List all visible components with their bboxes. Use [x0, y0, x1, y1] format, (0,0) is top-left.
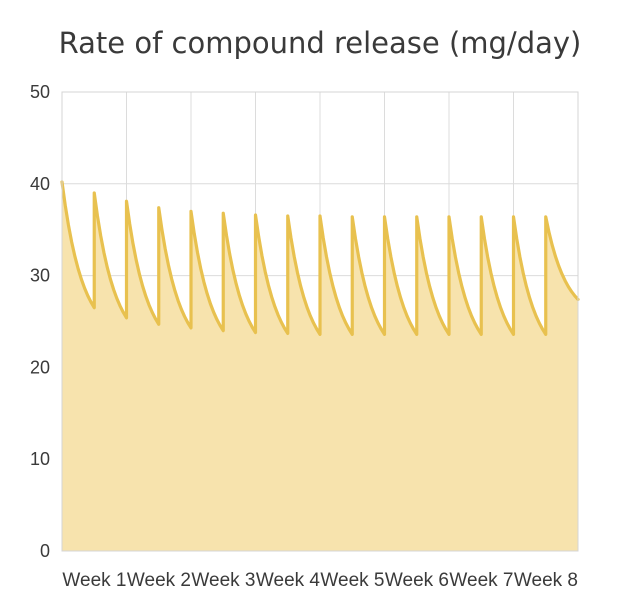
x-axis-ticks: Week 1 Week 2 Week 3 Week 4 Week 5 Week 6 Week… [62, 570, 578, 589]
x-tick-label: Week 4 [256, 570, 321, 589]
release-rate-line [60, 180, 580, 336]
y-tick-label: 50 [30, 82, 50, 102]
chart-title: Rate of compound release (mg/day) [58, 26, 582, 60]
y-tick-label: 10 [30, 449, 50, 469]
x-tick-label: Week 2 [127, 570, 191, 589]
y-tick-label: 20 [30, 357, 50, 377]
y-axis-ticks: 0 10 20 30 40 50 [30, 82, 50, 561]
x-tick-label: Week 1 [62, 570, 126, 589]
y-tick-label: 40 [30, 174, 50, 194]
x-tick-label: Week 5 [320, 570, 384, 589]
x-tick-label: Week 8 [514, 570, 578, 589]
y-tick-label: 0 [40, 541, 50, 561]
x-tick-label: Week 6 [385, 570, 449, 589]
y-tick-label: 30 [30, 266, 50, 286]
plot-border [61, 91, 579, 552]
x-tick-label: Week 3 [191, 570, 255, 589]
x-tick-label: Week 7 [449, 570, 513, 589]
